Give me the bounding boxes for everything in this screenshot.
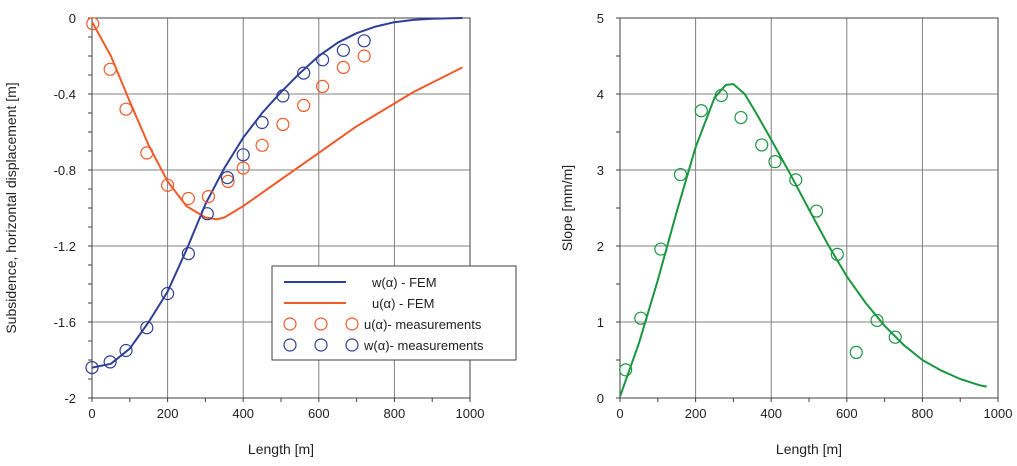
series-line-0 [91,17,463,369]
legend-swatch-marker [345,317,359,331]
data-point [236,148,250,162]
data-point [236,161,250,175]
x-tick-label: 600 [308,406,330,421]
data-point [888,330,902,344]
data-point [357,34,371,48]
data-point [734,110,748,125]
data-point [297,66,311,80]
data-point [768,155,782,169]
data-point [315,79,330,94]
legend-swatch-marker [283,317,297,331]
y-tick-label: 0 [597,391,604,406]
legend: w(α) - FEM u(α) - FEM u(α)- measurements w(… [271,265,517,361]
y-tick-label: 2 [597,239,604,254]
data-point [315,53,330,67]
data-point [849,345,863,359]
data-point [161,286,175,301]
data-point [255,138,269,152]
tick-marks [616,17,999,402]
legend-label: u(α) - FEM [372,296,434,311]
data-point [357,49,371,63]
x-tick-label: 1000 [984,406,1013,421]
y-tick-label: -1.6 [54,315,76,330]
data-point [830,247,844,261]
x-tick-label: 1000 [456,406,485,421]
data-point [201,190,216,204]
data-point [619,363,633,377]
y-tick-label: -1.2 [54,239,76,254]
data-point [85,361,99,375]
data-point [140,146,154,160]
data-point [870,313,884,328]
y-tick-label: 4 [597,87,604,102]
series-markers-1 [619,88,902,377]
legend-label: w(α)- measurements [363,338,484,353]
chart-displacement: 0 200 400 600 800 1000 0 -0.4 -0.8 -1.2 -1.6 -2 Leng… [3,11,517,457]
data-point [103,355,117,369]
series-markers-2 [86,17,371,206]
data-point [255,115,269,130]
y-tick-label: -0.4 [54,87,76,102]
tick-marks [88,17,471,402]
x-tick-label: 800 [384,406,406,421]
data-point [714,88,728,103]
data-point [276,89,290,103]
x-axis-title: Length [m] [248,441,314,457]
legend-label: u(α)- measurements [364,317,482,332]
y-tick-label: 1 [597,315,604,330]
chart-slope: 0 200 400 600 800 1000 0 1 2 3 4 5 Length [m] Slope [… [559,11,1012,457]
y-tick-label: 0 [69,11,76,26]
data-point [161,178,175,192]
data-point [276,117,290,132]
legend-swatch-marker [314,317,328,331]
x-tick-label: 800 [912,406,934,421]
data-point [119,102,133,116]
y-tick-label: -0.8 [54,163,76,178]
data-point [220,171,234,185]
y-tick-label: 3 [597,163,604,178]
data-point [654,242,668,256]
data-point [86,17,100,31]
data-point [336,60,350,75]
data-point [336,43,350,57]
y-tick-label: 5 [597,11,604,26]
data-point [755,138,769,152]
x-tick-label: 400 [760,406,782,421]
data-point [634,311,648,325]
x-tick-label: 400 [232,406,254,421]
series-line-1 [91,21,463,221]
y-axis-title: Subsidence, horizontal displacement [m] [3,82,19,333]
data-point [140,321,154,335]
series-line-0 [619,83,987,397]
series-markers-3 [85,34,371,375]
legend-label: w(α) - FEM [371,275,437,290]
data-point [673,167,688,182]
x-tick-label: 0 [616,406,623,421]
data-point [789,173,803,187]
x-tick-label: 200 [157,406,179,421]
data-point [119,343,133,358]
data-point [181,247,195,261]
x-tick-label: 200 [685,406,707,421]
legend-swatch-marker [283,338,297,352]
y-tick-label: -2 [64,391,76,406]
data-point [809,204,824,218]
x-tick-label: 600 [836,406,858,421]
data-point [200,207,214,221]
data-point [103,62,117,76]
data-point [297,98,311,113]
data-point [694,104,708,118]
x-axis-title: Length [m] [776,441,842,457]
data-point [181,191,195,206]
legend-swatch-marker [314,338,328,352]
y-axis-title: Slope [mm/m] [559,165,575,251]
x-tick-label: 0 [88,406,95,421]
legend-swatch-marker [345,338,359,352]
